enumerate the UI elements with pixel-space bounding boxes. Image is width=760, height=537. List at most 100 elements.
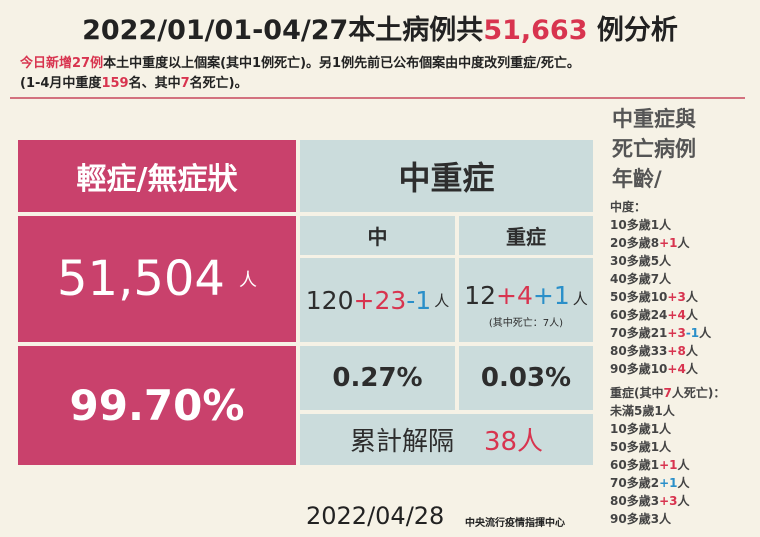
agency: 中央流行疫情指揮中心 [465, 518, 565, 529]
row: 30多歲5人 [610, 252, 725, 270]
text-segment: 90多歲 [610, 362, 651, 376]
text-segment: 人 [685, 344, 698, 358]
text-segment: 8 [650, 236, 660, 250]
text-segment: 70多歲 [610, 476, 651, 490]
text-segment: +1 [659, 476, 678, 490]
row: 90多歲10+4人 [610, 360, 725, 378]
text-segment: 51,663 [483, 15, 588, 46]
text-segment: 60多歲 [610, 308, 651, 322]
sidebar: 中度： 10多歲1人 20多歲8+1人 30多歲5人 40多歲7人 50多歲10+3人 60… [610, 198, 725, 528]
text-segment: 名、其中 [128, 76, 181, 91]
text-segment: 3人 [650, 512, 672, 526]
severe-heading: 中重症 [300, 140, 593, 212]
text-segment: 人 [677, 458, 690, 472]
text-segment: +3 [667, 326, 686, 340]
row: 70多歲21+3-1人 [610, 324, 725, 342]
text-segment: +3 [667, 290, 686, 304]
released-label: 累計解隔 [349, 427, 454, 457]
note: (1-4月中重度159名、其中7名死亡)。 [20, 72, 248, 91]
sidebar-title-line: 死亡病例 [612, 137, 696, 161]
text-segment: 2 [650, 476, 660, 490]
text-segment: 例分析 [587, 15, 678, 46]
text-segment: +1 [532, 281, 570, 310]
row: 未滿5歲1人 [610, 402, 725, 420]
moderate-percent: 0.27% [300, 346, 455, 410]
text-segment: 70多歲 [610, 326, 651, 340]
text-segment: 人 [685, 362, 698, 376]
text-segment: 90多歲 [610, 512, 651, 526]
text-segment: 80多歲 [610, 344, 651, 358]
row: 10多歲1人 [610, 420, 725, 438]
text-segment: 名死亡)。 [189, 76, 248, 91]
mild-count-cell: 51,504 人 [18, 216, 296, 342]
critical-cell: 12+4+1 人 (其中死亡：7人) [459, 258, 593, 342]
critical-note: (其中死亡：7人) [488, 318, 564, 329]
released-cell: 累計解隔 38人 [300, 414, 593, 465]
text-segment: 7 [180, 76, 190, 91]
text-segment: 人 [677, 476, 690, 490]
text-segment: 人 [699, 326, 712, 340]
text-segment: 1人 [650, 218, 672, 232]
text-segment: +3 [659, 494, 678, 508]
row: 70多歲2+1人 [610, 474, 725, 492]
text-segment: 50多歲 [610, 440, 651, 454]
text-segment: 人 [685, 308, 698, 322]
text-segment: 10 [650, 362, 668, 376]
text-segment: 人 [434, 291, 450, 310]
sidebar-heading: 重症(其中7人死亡)： [610, 384, 725, 402]
text-segment: 2022/01/01-04/27本土病例共 [82, 15, 484, 46]
text-segment: +8 [667, 344, 686, 358]
row: 50多歲10+3人 [610, 288, 725, 306]
text-segment: 30多歲 [610, 254, 651, 268]
sidebar-title-line: 中重症與 [612, 107, 696, 131]
text-segment: 人 [677, 236, 690, 250]
text-segment: 1 [650, 458, 660, 472]
text-segment: 60多歲 [610, 458, 651, 472]
row: 40多歲7人 [610, 270, 725, 288]
title: 2022/01/01-04/27本土病例共51,663 例分析 [0, 8, 760, 47]
text-segment: 本土中重度以上個案(其中1例死亡)。另1例先前已公布個案由中度改列重症/死亡。 [103, 56, 580, 71]
text-segment: 20多歲 [610, 236, 651, 250]
mild-percent: 99.70% [18, 346, 296, 465]
text-segment: +4 [667, 308, 686, 322]
text-segment: 人 [572, 290, 588, 308]
text-segment: 80多歲 [610, 494, 651, 508]
critical-percent: 0.03% [459, 346, 593, 410]
text-segment: 33 [650, 344, 668, 358]
text-segment: 24 [650, 308, 668, 322]
text-segment: 5人 [650, 254, 672, 268]
text-segment: +4 [496, 281, 533, 310]
row: 80多歲3+3人 [610, 492, 725, 510]
text-segment: +1 [659, 458, 678, 472]
row: 80多歲33+8人 [610, 342, 725, 360]
text-segment: 159 [101, 76, 129, 91]
text-segment: 1人 [650, 422, 672, 436]
text-segment: 3 [650, 494, 660, 508]
text-segment: +23 [353, 285, 407, 315]
sidebar-title: 中重症與死亡病例年齡/ [612, 104, 696, 194]
text-segment: 7 [663, 386, 672, 400]
row: 20多歲8+1人 [610, 234, 725, 252]
text-segment: 10多歲 [610, 422, 651, 436]
note: 今日新增27例本土中重度以上個案(其中1例死亡)。另1例先前已公布個案由中度改列… [20, 52, 580, 71]
text-segment: 1人 [650, 440, 672, 454]
text-segment: 40多歲 [610, 272, 651, 286]
text-segment: 未滿5歲 [610, 404, 655, 418]
sidebar-title-line: 年齡/ [612, 167, 662, 191]
text-segment: 人死亡)： [671, 386, 726, 400]
text-segment: 10 [650, 290, 668, 304]
text-segment: 50多歲 [610, 290, 651, 304]
row: 10多歲1人 [610, 216, 725, 234]
text-segment: +4 [667, 362, 686, 376]
unit: 人 [238, 270, 257, 291]
divider [10, 97, 745, 99]
critical-count: 12+4+1 人 [464, 281, 588, 310]
text-segment: 今日新增27例 [20, 56, 104, 71]
text-segment: 7人 [650, 272, 672, 286]
row: 50多歲1人 [610, 438, 725, 456]
text-segment: +1 [659, 236, 678, 250]
text-segment: 10多歲 [610, 218, 651, 232]
row: 90多歲3人 [610, 510, 725, 528]
text-segment: 120 [305, 285, 354, 315]
